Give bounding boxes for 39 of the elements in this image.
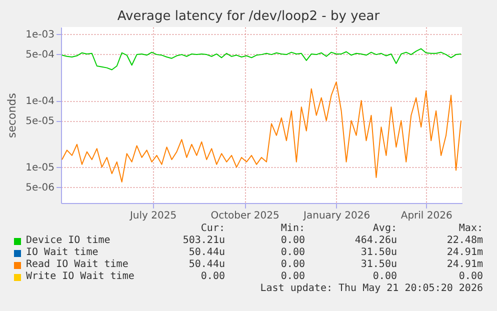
text: Min: — [280, 223, 305, 234]
y-tick-label: 1e-05 — [26, 162, 54, 174]
y-tick-label: 5e-06 — [26, 182, 54, 194]
text: 0.00 — [458, 271, 483, 282]
text: 31.50u — [360, 259, 397, 270]
text: Last update: Thu May 21 20:05:20 2026 — [259, 283, 483, 294]
text: 464.26u — [354, 235, 397, 246]
text: 24.91m — [446, 259, 483, 270]
y-tick-label: 5e-05 — [26, 116, 54, 128]
text: 50.44u — [188, 247, 225, 258]
legend-label: Read IO Wait time — [26, 259, 128, 270]
y-axis-title: seconds — [6, 92, 19, 138]
text: 50.44u — [188, 259, 225, 270]
text: 0.00 — [372, 271, 397, 282]
text: 0.00 — [280, 259, 305, 270]
y-tick-label: 5e-04 — [26, 49, 54, 60]
x-tick-label: October 2025 — [210, 210, 280, 222]
text: 0.00 — [200, 271, 225, 282]
text: 0.00 — [280, 271, 305, 282]
text: 24.91m — [446, 247, 483, 258]
text: Cur: — [200, 223, 225, 234]
legend-label: Write IO Wait time — [26, 271, 134, 282]
text: 22.48m — [446, 235, 483, 246]
legend-label: IO Wait time — [26, 247, 98, 258]
x-tick-label: July 2025 — [128, 210, 177, 222]
text: 0.00 — [280, 247, 305, 258]
line-series — [62, 81, 462, 182]
chart-title: Average latency for /dev/loop2 - by year — [116, 9, 381, 24]
x-tick-label: April 2026 — [400, 210, 452, 222]
y-tick-label: 1e-04 — [26, 96, 54, 108]
text: 0.00 — [280, 235, 305, 246]
text: Avg: — [372, 223, 397, 234]
legend-label: Device IO time — [26, 235, 110, 246]
x-tick-label: January 2026 — [302, 210, 370, 222]
line-series — [62, 48, 462, 70]
text: 31.50u — [360, 247, 397, 258]
text: Max: — [458, 223, 483, 234]
text: 503.21u — [182, 235, 225, 246]
y-tick-label: 1e-03 — [26, 29, 54, 40]
